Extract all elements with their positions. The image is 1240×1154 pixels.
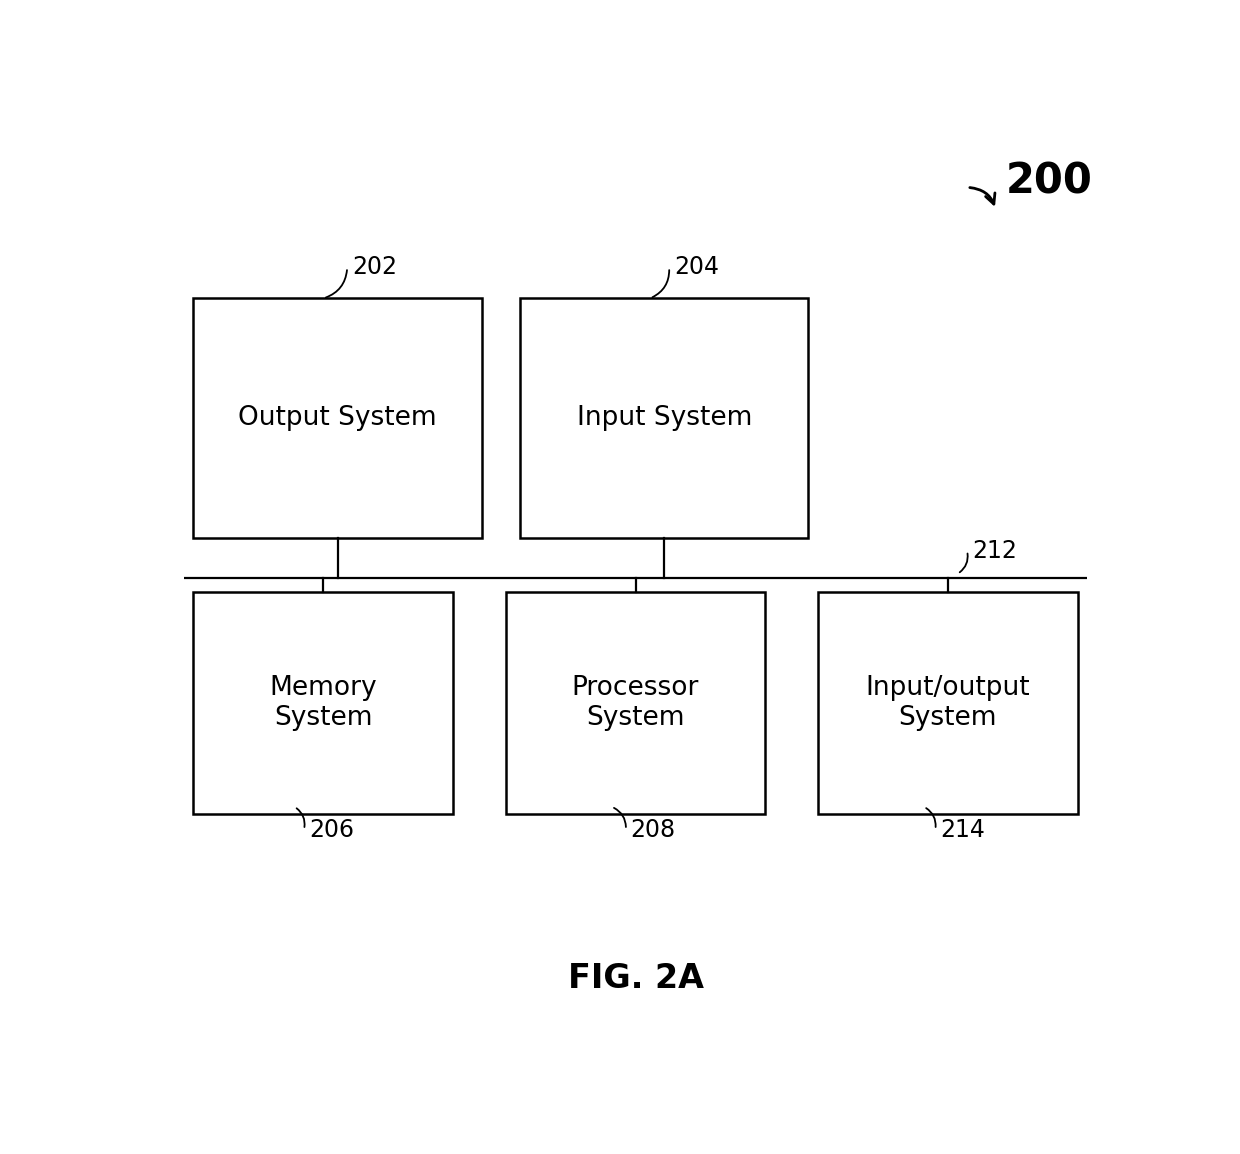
Text: 204: 204 [675, 255, 719, 279]
Text: 212: 212 [972, 539, 1017, 563]
Text: 200: 200 [1006, 160, 1092, 202]
Text: Input System: Input System [577, 405, 751, 432]
Text: 214: 214 [940, 818, 985, 841]
Text: 202: 202 [352, 255, 397, 279]
Text: Input/output
System: Input/output System [866, 675, 1030, 730]
Bar [193, 592, 453, 814]
Bar [818, 592, 1078, 814]
Text: Output System: Output System [238, 405, 436, 432]
Bar [506, 592, 765, 814]
Text: 208: 208 [631, 818, 676, 841]
Text: Processor
System: Processor System [572, 675, 699, 730]
Text: FIG. 2A: FIG. 2A [568, 961, 703, 995]
Text: 206: 206 [309, 818, 353, 841]
Bar [193, 299, 481, 538]
Text: Memory
System: Memory System [269, 675, 377, 730]
Bar [521, 299, 808, 538]
